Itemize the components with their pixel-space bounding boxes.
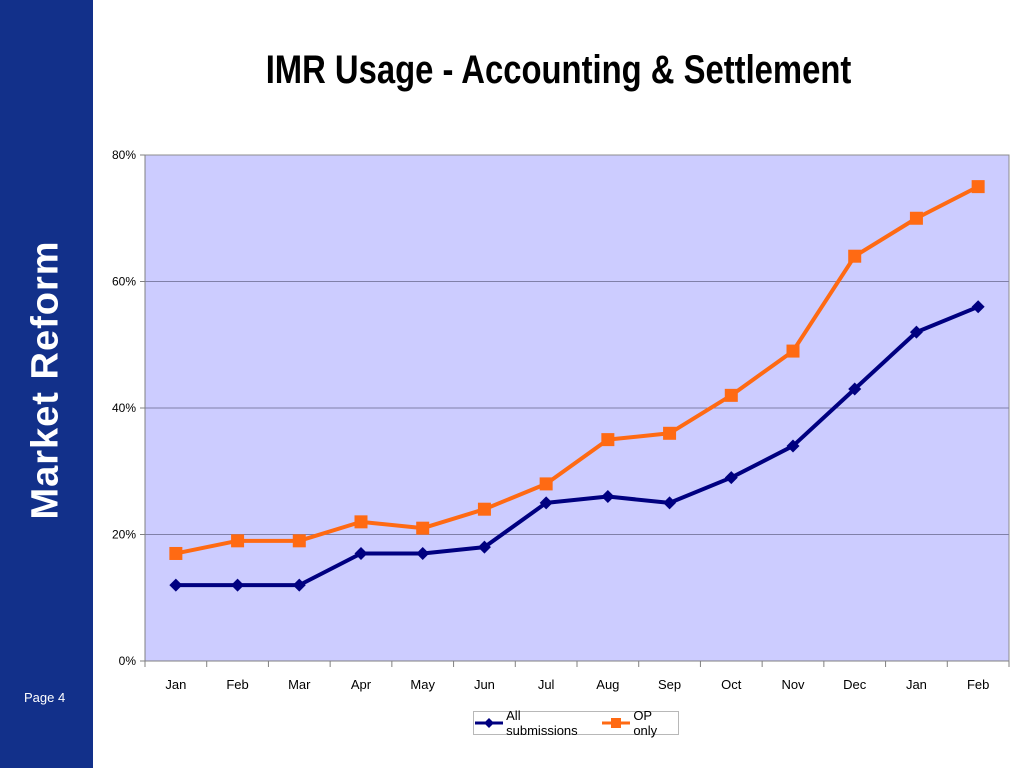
y-tick-label: 60% [112, 275, 136, 289]
x-tick-label: Dec [843, 677, 867, 692]
x-tick-label: Feb [226, 677, 248, 692]
data-point-all-submissions [477, 540, 491, 554]
y-tick-label: 80% [112, 148, 136, 162]
data-point-all-submissions [663, 496, 677, 510]
chart-legend: All submissions OP only [473, 708, 679, 738]
data-point-op-only [786, 344, 800, 358]
data-point-op-only [231, 534, 245, 548]
data-point-op-only [539, 477, 553, 491]
data-point-op-only [169, 546, 183, 560]
data-point-op-only [971, 180, 985, 194]
data-point-op-only [477, 502, 491, 516]
sidebar: Market Reform Page 4 [0, 0, 93, 768]
y-tick-label: 0% [119, 654, 137, 668]
data-point-all-submissions [354, 546, 368, 560]
data-point-all-submissions [231, 578, 245, 592]
x-tick-label: Nov [781, 677, 805, 692]
legend-item: OP only [601, 708, 678, 738]
data-point-all-submissions [539, 496, 553, 510]
data-point-all-submissions [786, 439, 800, 453]
data-point-op-only [909, 211, 923, 225]
data-point-op-only [724, 388, 738, 402]
legend-label: All submissions [506, 708, 578, 738]
data-point-all-submissions [292, 578, 306, 592]
legend-label: OP only [633, 708, 658, 738]
series-line-1 [175, 304, 979, 588]
y-tick-label: 40% [112, 401, 136, 415]
series-line-2 [175, 184, 980, 556]
y-tick-label: 20% [112, 528, 136, 542]
data-point-op-only [354, 515, 368, 529]
x-tick-label: Sep [658, 677, 681, 692]
data-point-all-submissions [416, 546, 430, 560]
legend-square-icon [602, 718, 631, 728]
data-point-all-submissions [909, 325, 923, 339]
x-tick-label: Jan [906, 677, 927, 692]
data-point-all-submissions [848, 382, 862, 396]
data-point-all-submissions [971, 300, 985, 314]
data-point-op-only [416, 521, 430, 535]
x-tick-label: Apr [351, 677, 372, 692]
x-tick-label: Aug [596, 677, 619, 692]
x-tick-label: Feb [967, 677, 989, 692]
page-number: Page 4 [24, 690, 66, 705]
x-tick-label: Jan [165, 677, 186, 692]
x-tick-label: Jun [474, 677, 495, 692]
data-point-op-only [663, 426, 677, 440]
data-point-op-only [848, 249, 862, 263]
legend-diamond-icon [475, 718, 503, 728]
x-tick-label: Mar [288, 677, 311, 692]
data-point-all-submissions [724, 471, 738, 485]
x-tick-label: Jul [538, 677, 555, 692]
data-point-op-only [292, 534, 306, 548]
data-point-all-submissions [169, 578, 183, 592]
x-tick-label: Oct [721, 677, 742, 692]
x-tick-label: May [410, 677, 435, 692]
slide-title: IMR Usage - Accounting & Settlement [265, 48, 852, 92]
data-point-all-submissions [601, 490, 615, 504]
data-point-op-only [601, 433, 615, 447]
legend-item: All submissions [474, 708, 593, 738]
